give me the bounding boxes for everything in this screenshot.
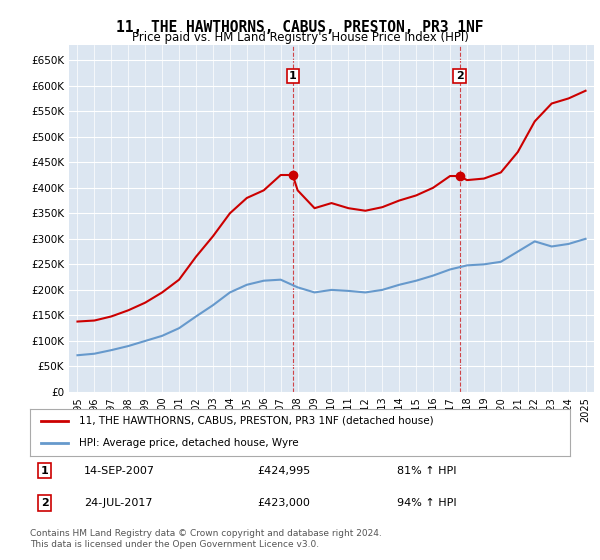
Text: £423,000: £423,000 <box>257 498 310 508</box>
Text: 11, THE HAWTHORNS, CABUS, PRESTON, PR3 1NF (detached house): 11, THE HAWTHORNS, CABUS, PRESTON, PR3 1… <box>79 416 433 426</box>
Text: £424,995: £424,995 <box>257 465 310 475</box>
Text: 14-SEP-2007: 14-SEP-2007 <box>84 465 155 475</box>
Text: 2: 2 <box>41 498 49 508</box>
Text: 1: 1 <box>289 71 296 81</box>
Text: HPI: Average price, detached house, Wyre: HPI: Average price, detached house, Wyre <box>79 438 298 448</box>
Text: 81% ↑ HPI: 81% ↑ HPI <box>397 465 457 475</box>
Text: 2: 2 <box>455 71 463 81</box>
Text: 94% ↑ HPI: 94% ↑ HPI <box>397 498 457 508</box>
Text: Contains HM Land Registry data © Crown copyright and database right 2024.
This d: Contains HM Land Registry data © Crown c… <box>30 529 382 549</box>
Text: Price paid vs. HM Land Registry's House Price Index (HPI): Price paid vs. HM Land Registry's House … <box>131 31 469 44</box>
Text: 24-JUL-2017: 24-JUL-2017 <box>84 498 152 508</box>
Text: 1: 1 <box>41 465 49 475</box>
Text: 11, THE HAWTHORNS, CABUS, PRESTON, PR3 1NF: 11, THE HAWTHORNS, CABUS, PRESTON, PR3 1… <box>116 20 484 35</box>
